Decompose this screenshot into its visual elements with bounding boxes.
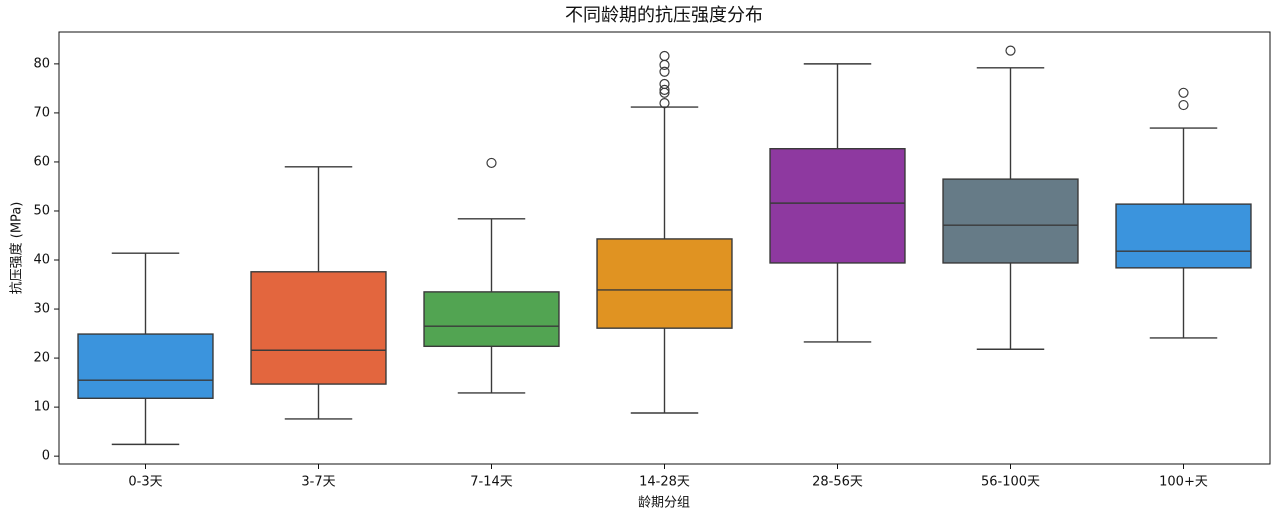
box (1115, 203, 1252, 269)
y-tick-label: 10 (33, 400, 50, 415)
y-tick-label: 60 (33, 154, 50, 169)
x-tick-label: 100+天 (1159, 475, 1208, 490)
x-axis-label: 龄期分组 (638, 496, 690, 511)
x-tick-label: 3-7天 (301, 475, 335, 490)
x-tick-label: 56-100天 (981, 475, 1040, 490)
outlier (659, 87, 670, 98)
box (77, 333, 214, 399)
y-axis-label: 抗压强度 (MPa) (9, 202, 25, 295)
box (596, 238, 733, 329)
x-tick-label: 14-28天 (639, 475, 690, 490)
y-tick-label: 20 (33, 351, 50, 366)
outlier (659, 59, 670, 70)
y-tick-label: 70 (33, 105, 50, 120)
box (423, 291, 560, 348)
outlier (659, 66, 670, 77)
x-tick-label: 0-3天 (128, 475, 162, 490)
box (769, 148, 906, 264)
outlier (486, 157, 497, 169)
chart-title: 不同龄期的抗压强度分布 (565, 5, 763, 26)
box (250, 271, 387, 385)
outlier (659, 50, 670, 62)
y-tick-label: 50 (33, 203, 50, 218)
x-tick-label: 28-56天 (812, 475, 863, 490)
outlier (1005, 45, 1016, 56)
y-tick-label: 80 (33, 56, 50, 71)
box (942, 178, 1079, 264)
outlier (659, 84, 670, 95)
y-tick-label: 40 (33, 253, 50, 268)
x-tick-label: 7-14天 (470, 475, 513, 490)
y-tick-label: 0 (42, 449, 50, 464)
outlier (1178, 87, 1189, 98)
y-tick-label: 30 (33, 302, 50, 317)
outlier (1178, 99, 1189, 111)
outlier (659, 98, 670, 109)
